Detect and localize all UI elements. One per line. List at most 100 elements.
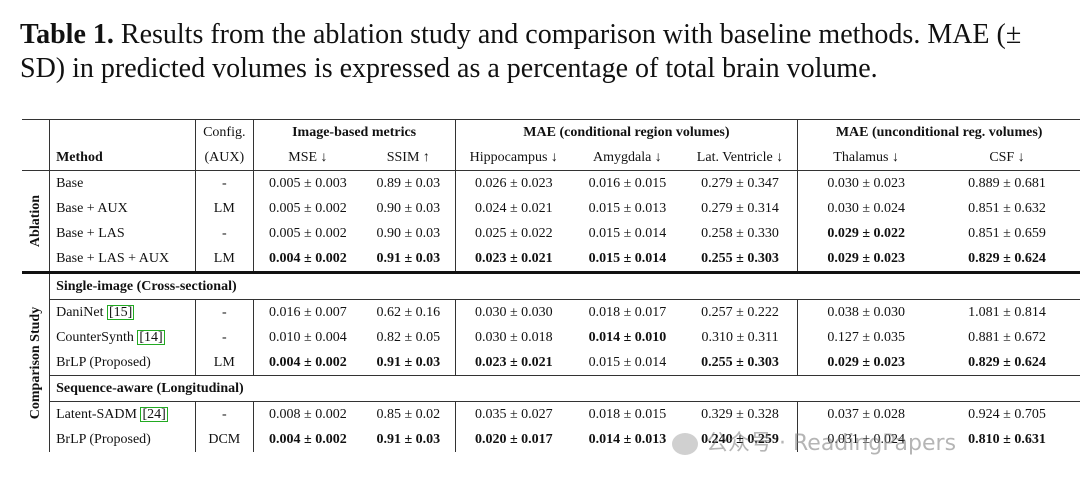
value-cell: 0.279 ± 0.347 [682,170,799,196]
value-cell: 0.90 ± 0.03 [362,221,456,246]
method-cell: BrLP (Proposed) [49,427,196,452]
table-row: Latent-SADM [24] - 0.008 ± 0.002 0.85 ± 0… [22,401,1080,427]
value-cell: 0.889 ± 0.681 [968,175,1046,191]
value-cell: 0.030 ± 0.023 [827,175,905,191]
value-cell: 0.014 ± 0.010 [588,329,667,345]
aux-cell: DCM [195,427,254,452]
caption-label: Table 1. [20,19,114,50]
aux-cell: - [195,170,254,196]
col-csf: CSF ↓ [934,145,1080,171]
section-row-sequence-aware: Sequence-aware (Longitudinal) [22,375,1080,402]
value-cell: 0.90 ± 0.03 [362,196,456,221]
method-cell: Base + LAS [49,221,196,246]
value-cell: 0.018 ± 0.017 [588,304,667,320]
citation-link[interactable]: [14] [137,329,165,345]
value-cell: 0.015 ± 0.013 [588,200,667,216]
value-cell: 0.020 ± 0.017 [474,431,553,447]
value-cell: 0.015 ± 0.014 [588,225,667,241]
value-cell: 0.240 ± 0.259 [682,427,799,452]
table-row: Base + LAS - 0.005 ± 0.002 0.90 ± 0.03 0.… [22,221,1080,246]
aux-cell: LM [195,350,254,376]
value-cell: 0.91 ± 0.03 [362,427,456,452]
value-cell: 0.85 ± 0.02 [362,401,456,427]
value-cell: 0.82 ± 0.05 [362,325,456,350]
comparison-section-label: Comparison Study [22,271,51,452]
value-cell: 0.005 ± 0.002 [269,200,347,216]
single-image-heading: Single-image (Cross-sectional) [49,271,1080,300]
value-cell: 0.010 ± 0.004 [269,329,347,345]
value-cell: 0.258 ± 0.330 [682,221,799,246]
aux-cell: LM [195,246,254,273]
value-cell: 0.851 ± 0.659 [968,225,1046,241]
header-row-1: Config. Image-based metrics MAE (conditi… [22,119,1080,145]
value-cell: 0.004 ± 0.002 [269,250,347,266]
table-row: Base + AUX LM 0.005 ± 0.002 0.90 ± 0.03 0… [22,196,1080,221]
value-cell: 0.924 ± 0.705 [968,406,1046,422]
value-cell: 0.89 ± 0.03 [362,170,456,196]
value-cell: 0.008 ± 0.002 [269,406,347,422]
ablation-section-label: Ablation [22,170,51,273]
value-cell: 0.91 ± 0.03 [362,246,456,273]
method-cell: Base + AUX [49,196,196,221]
value-cell: 0.851 ± 0.632 [968,200,1046,216]
value-cell: 0.025 ± 0.022 [474,225,553,241]
value-cell: 0.024 ± 0.021 [474,200,553,216]
aux-cell: - [195,401,254,427]
method-cell: Latent-SADM [24] [49,401,196,427]
value-cell: 0.62 ± 0.16 [362,299,456,325]
wechat-icon [672,433,698,455]
config-header: Config. [195,119,254,145]
col-mse: MSE ↓ [253,145,363,171]
watermark: 公众号 · ReadingPapers [672,425,956,457]
method-cell: BrLP (Proposed) [49,350,196,376]
aux-cell: - [195,299,254,325]
value-cell: 0.030 ± 0.024 [827,200,905,216]
value-cell: 0.255 ± 0.303 [682,350,799,376]
value-cell: 0.016 ± 0.007 [269,304,347,320]
value-cell: 0.030 ± 0.030 [474,304,553,320]
aux-cell: - [195,325,254,350]
method-cell: Base [49,170,196,196]
value-cell: 0.035 ± 0.027 [474,406,553,422]
col-amygdala: Amygdala ↓ [572,145,683,171]
value-cell: 0.005 ± 0.002 [269,225,347,241]
value-cell: 0.004 ± 0.002 [269,354,347,370]
conditional-mae-header: MAE (conditional region volumes) [455,119,799,145]
value-cell: 0.004 ± 0.002 [269,431,347,447]
citation-link[interactable]: [24] [140,406,168,422]
method-cell: DaniNet [15] [49,299,196,325]
results-table: Config. Image-based metrics MAE (conditi… [22,119,1080,452]
value-cell: 0.029 ± 0.023 [827,250,905,266]
value-cell: 0.310 ± 0.311 [682,325,799,350]
value-cell: 0.015 ± 0.014 [588,354,667,370]
value-cell: 0.015 ± 0.014 [588,250,667,266]
method-header: Method [49,145,196,171]
table-row: Ablation Base - 0.005 ± 0.003 0.89 ± 0.03… [22,170,1080,273]
value-cell: 0.829 ± 0.624 [968,354,1046,370]
value-cell: 0.257 ± 0.222 [682,299,799,325]
col-hippocampus: Hippocampus ↓ [455,145,573,171]
sequence-aware-heading: Sequence-aware (Longitudinal) [49,375,1080,402]
value-cell: 0.031 ± 0.024 [827,431,905,447]
table-row: BrLP (Proposed) LM 0.004 ± 0.002 0.91 ± 0… [22,350,1080,376]
aux-header: (AUX) [195,145,254,171]
value-cell: 0.881 ± 0.672 [968,329,1046,345]
unconditional-mae-header: MAE (unconditional reg. volumes) [797,119,1080,145]
col-lat-ventricle: Lat. Ventricle ↓ [682,145,799,171]
table-row: Base + LAS + AUX LM 0.004 ± 0.002 0.91 ± … [22,246,1080,273]
value-cell: 0.030 ± 0.018 [474,329,553,345]
citation-link[interactable]: [15] [107,304,135,320]
section-row-single-image: Comparison Study Single-image (Cross-sec… [22,271,1080,452]
value-cell: 0.016 ± 0.015 [588,175,667,191]
value-cell: 0.018 ± 0.015 [588,406,667,422]
value-cell: 0.029 ± 0.022 [827,225,905,241]
table-row: CounterSynth [14] - 0.010 ± 0.004 0.82 ± … [22,325,1080,350]
value-cell: 0.023 ± 0.021 [474,250,553,266]
value-cell: 0.329 ± 0.328 [682,401,799,427]
method-cell: Base + LAS + AUX [49,246,196,273]
value-cell: 0.810 ± 0.631 [968,431,1046,447]
value-cell: 0.029 ± 0.023 [827,354,905,370]
table-row: DaniNet [15] - 0.016 ± 0.007 0.62 ± 0.16 … [22,299,1080,325]
aux-cell: - [195,221,254,246]
table-caption: Table 1. Results from the ablation study… [20,18,1070,86]
